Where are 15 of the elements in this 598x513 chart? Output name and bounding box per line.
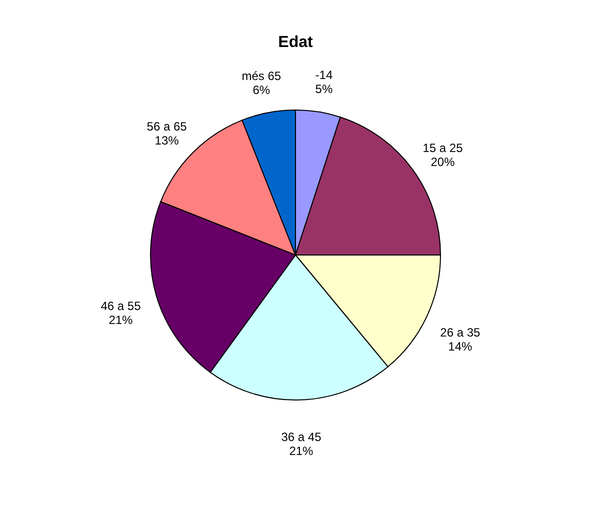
data-label: 6% (252, 83, 270, 98)
data-label: 5% (315, 82, 333, 96)
data-label: 14% (448, 339, 473, 354)
slice-label: 46 a 55 (100, 298, 142, 313)
slice-label: més 65 (242, 69, 282, 84)
slice-label: 36 a 45 (281, 430, 322, 444)
slice-label: -14 (315, 68, 333, 82)
data-label: 13% (154, 133, 180, 148)
slice-label: 26 a 35 (440, 325, 481, 340)
data-label: 20% (430, 155, 456, 170)
slice-label: 56 a 65 (146, 119, 188, 134)
chart-title: Edat (278, 34, 314, 51)
slice-label: 15 a 25 (422, 141, 464, 156)
data-label: 21% (108, 312, 134, 327)
data-label: 21% (289, 444, 314, 458)
